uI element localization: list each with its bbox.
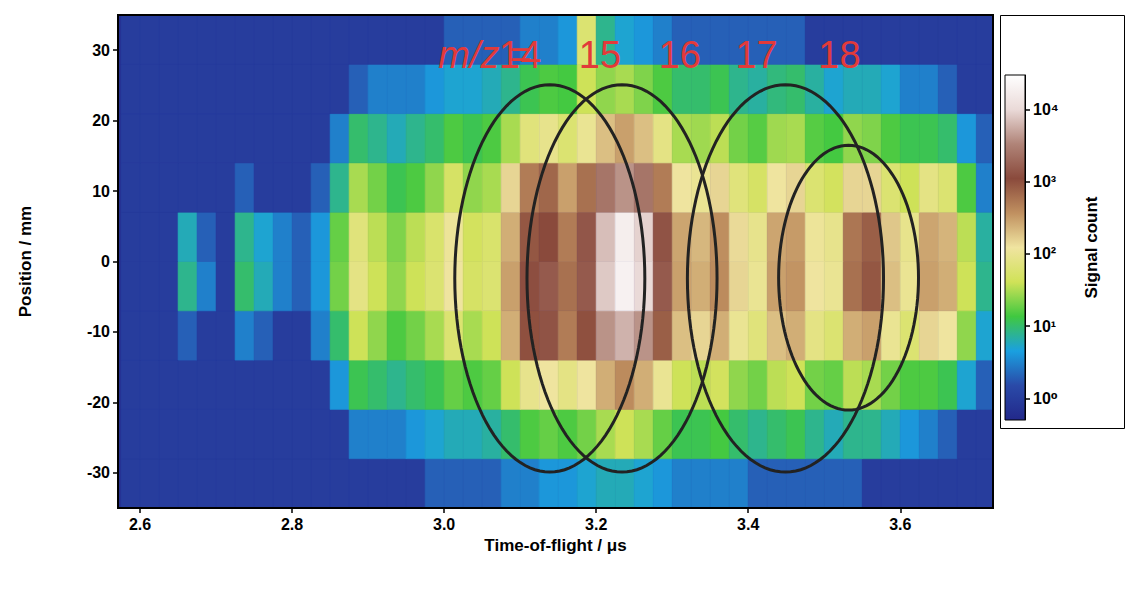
svg-text:10²: 10² bbox=[1033, 245, 1056, 262]
svg-text:-30: -30 bbox=[87, 464, 110, 481]
svg-text:3.4: 3.4 bbox=[737, 516, 759, 533]
svg-text:Time-of-flight / μs: Time-of-flight / μs bbox=[484, 536, 626, 555]
svg-text:10⁴: 10⁴ bbox=[1033, 101, 1059, 118]
svg-text:10: 10 bbox=[92, 183, 110, 200]
svg-text:14: 14 bbox=[499, 34, 541, 76]
svg-text:3.0: 3.0 bbox=[433, 516, 455, 533]
svg-text:0: 0 bbox=[101, 253, 110, 270]
svg-text:10¹: 10¹ bbox=[1033, 318, 1056, 335]
svg-text:-20: -20 bbox=[87, 394, 110, 411]
svg-text:16: 16 bbox=[659, 34, 701, 76]
svg-text:m/z: m/z bbox=[438, 34, 499, 76]
svg-text:10³: 10³ bbox=[1033, 173, 1056, 190]
svg-text:-10: -10 bbox=[87, 323, 110, 340]
svg-text:Signal count: Signal count bbox=[1082, 196, 1101, 298]
svg-text:10⁰: 10⁰ bbox=[1033, 390, 1058, 407]
svg-text:2.6: 2.6 bbox=[129, 516, 151, 533]
svg-text:18: 18 bbox=[818, 34, 860, 76]
svg-text:17: 17 bbox=[735, 34, 777, 76]
svg-text:Position / mm: Position / mm bbox=[16, 206, 35, 317]
svg-text:30: 30 bbox=[92, 42, 110, 59]
svg-text:20: 20 bbox=[92, 112, 110, 129]
svg-text:3.2: 3.2 bbox=[585, 516, 607, 533]
svg-text:2.8: 2.8 bbox=[281, 516, 303, 533]
svg-text:3.6: 3.6 bbox=[889, 516, 911, 533]
svg-text:15: 15 bbox=[579, 34, 621, 76]
